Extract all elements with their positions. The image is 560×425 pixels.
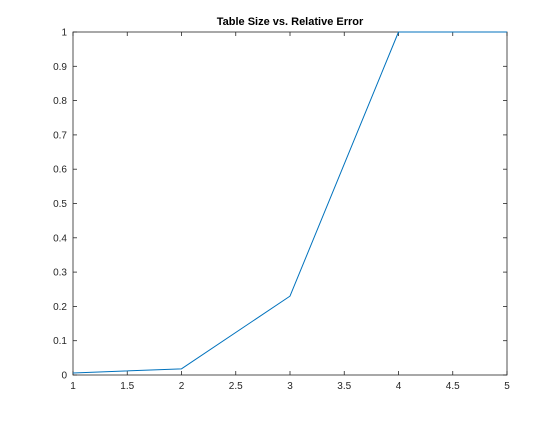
series-line <box>73 32 507 373</box>
y-tick-label: 0.7 <box>53 130 67 141</box>
x-tick-label: 2 <box>179 381 185 392</box>
x-tick-label: 4 <box>396 381 402 392</box>
x-tick-label: 5 <box>504 381 510 392</box>
y-tick-label: 0.3 <box>53 268 67 279</box>
y-tick-label: 0.8 <box>53 96 67 107</box>
y-tick-label: 0 <box>61 371 67 382</box>
y-tick-label: 0.1 <box>53 336 67 347</box>
x-tick-label: 1 <box>70 381 76 392</box>
x-tick-label: 2.5 <box>229 381 243 392</box>
y-tick-label: 0.9 <box>53 62 67 73</box>
x-tick-label: 4.5 <box>446 381 460 392</box>
y-tick-label: 0.4 <box>53 233 67 244</box>
axes: 1 1.5 2 2.5 3 3.5 4 4.5 5 0 0.1 0.2 0.3 0.4 0.5 0.6 0.7 0… <box>53 28 510 393</box>
y-tick-label: 0.6 <box>53 165 67 176</box>
series-layer <box>73 32 507 373</box>
x-tick-label: 3.5 <box>337 381 351 392</box>
chart-title: Table Size vs. Relative Error <box>217 16 364 28</box>
x-tick-label: 1.5 <box>120 381 134 392</box>
axes-box <box>73 32 507 375</box>
y-tick-label: 0.5 <box>53 199 67 210</box>
y-tick-label: 0.2 <box>53 302 67 313</box>
x-tick-label: 3 <box>287 381 293 392</box>
y-tick-label: 1 <box>61 28 67 39</box>
